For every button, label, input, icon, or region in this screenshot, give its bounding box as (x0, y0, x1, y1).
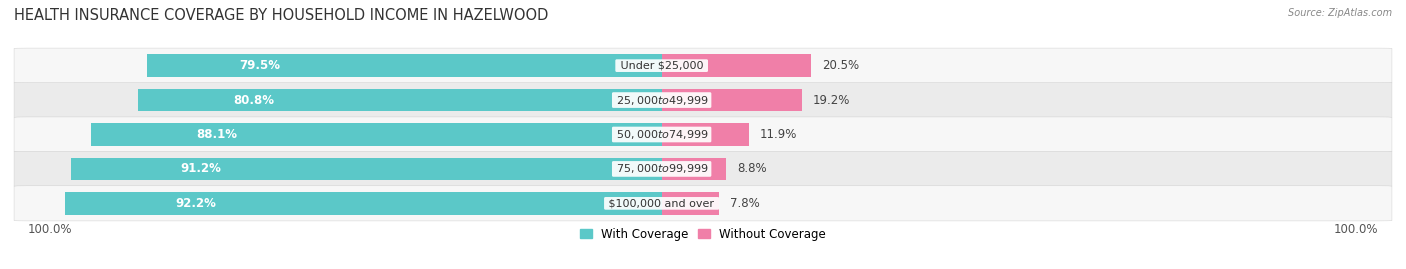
Text: 8.8%: 8.8% (737, 162, 766, 175)
FancyBboxPatch shape (14, 151, 1392, 186)
Bar (65, 192, 662, 215)
Text: $25,000 to $49,999: $25,000 to $49,999 (613, 94, 710, 107)
Text: HEALTH INSURANCE COVERAGE BY HOUSEHOLD INCOME IN HAZELWOOD: HEALTH INSURANCE COVERAGE BY HOUSEHOLD I… (14, 8, 548, 23)
Bar (662, 54, 811, 77)
Bar (662, 89, 801, 111)
FancyBboxPatch shape (14, 48, 1392, 83)
Text: 88.1%: 88.1% (197, 128, 238, 141)
Text: 91.2%: 91.2% (180, 162, 221, 175)
Bar (72, 158, 662, 180)
Bar (91, 123, 662, 146)
Text: $50,000 to $74,999: $50,000 to $74,999 (613, 128, 710, 141)
Text: Under $25,000: Under $25,000 (617, 61, 707, 71)
Bar (662, 123, 748, 146)
Bar (146, 54, 662, 77)
Text: $75,000 to $99,999: $75,000 to $99,999 (613, 162, 710, 175)
Text: 92.2%: 92.2% (176, 197, 217, 210)
Bar (662, 158, 725, 180)
Text: 80.8%: 80.8% (233, 94, 274, 107)
Bar (662, 192, 718, 215)
Text: $100,000 and over: $100,000 and over (606, 198, 718, 208)
Legend: With Coverage, Without Coverage: With Coverage, Without Coverage (575, 223, 831, 246)
Text: 7.8%: 7.8% (730, 197, 759, 210)
Text: 100.0%: 100.0% (28, 223, 72, 236)
Text: 20.5%: 20.5% (823, 59, 859, 72)
FancyBboxPatch shape (14, 117, 1392, 152)
FancyBboxPatch shape (14, 186, 1392, 221)
Bar (138, 89, 662, 111)
Text: 100.0%: 100.0% (1334, 223, 1378, 236)
Text: 11.9%: 11.9% (759, 128, 797, 141)
Text: 79.5%: 79.5% (239, 59, 281, 72)
FancyBboxPatch shape (14, 83, 1392, 118)
Text: 19.2%: 19.2% (813, 94, 851, 107)
Text: Source: ZipAtlas.com: Source: ZipAtlas.com (1288, 8, 1392, 18)
